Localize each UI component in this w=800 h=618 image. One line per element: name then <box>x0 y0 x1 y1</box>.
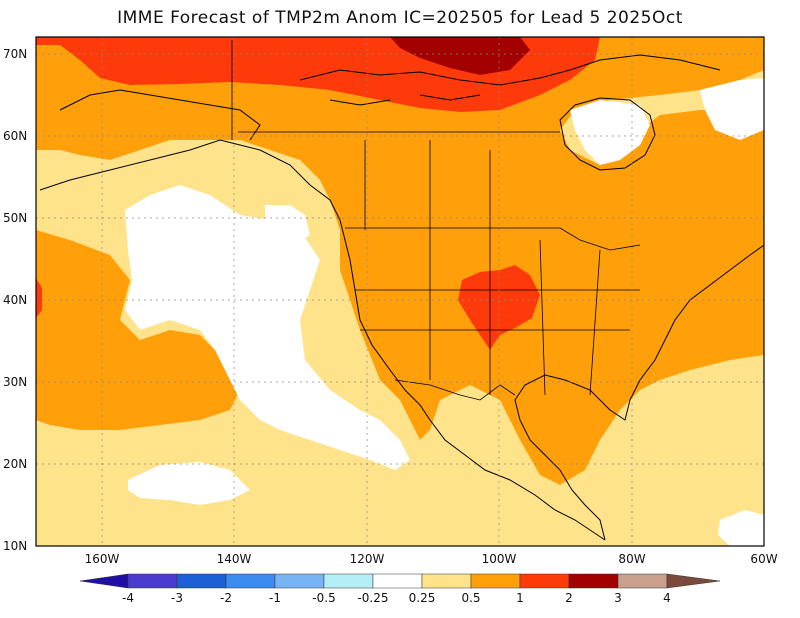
boundaries <box>231 40 641 401</box>
anomaly-area-white-alaska-gulf <box>265 205 310 245</box>
anomaly-area-orange-pacific <box>36 230 240 430</box>
lat-tick-label: 40N <box>3 293 28 307</box>
anomaly-area-red-west <box>36 278 42 318</box>
colorbar-label: 3 <box>614 591 622 605</box>
colorbar-label: 0.5 <box>461 591 481 605</box>
anomaly-area-white-pacific <box>125 185 410 470</box>
colorbar-label: 2 <box>565 591 573 605</box>
lat-tick-label: 10N <box>3 539 28 553</box>
colorbar-label: -2 <box>220 591 232 605</box>
lat-tick-label: 50N <box>3 211 28 225</box>
anomaly-area-white-southwest <box>128 462 250 505</box>
colorbar-label: -4 <box>122 591 134 605</box>
anomaly-area-white-north-atlantic <box>700 78 764 140</box>
map-frame <box>35 36 765 547</box>
anomaly-area-white-hudson <box>570 100 650 165</box>
colorbar-box <box>127 573 178 589</box>
colorbar-box <box>568 573 619 589</box>
anomaly-area-orange-north <box>36 37 764 485</box>
colorbar-box <box>372 573 423 589</box>
anomaly-area-white-caribbean <box>718 510 764 546</box>
colorbar-box <box>470 573 521 589</box>
gridlines <box>36 37 764 546</box>
colorbar-box <box>421 573 472 589</box>
arctic-islands <box>299 54 721 106</box>
colorbar-box <box>176 573 227 589</box>
colorbar-label: 0.25 <box>408 591 436 605</box>
colorbar-left-arrow <box>79 573 129 589</box>
lon-tick-label: 140W <box>216 552 252 566</box>
colorbar-box <box>519 573 570 589</box>
lat-tick-label: 20N <box>3 457 28 471</box>
lon-tick-label: 80W <box>618 552 646 566</box>
hudson-bay-coast <box>559 97 656 171</box>
map-title: IMME Forecast of TMP2m Anom IC=202505 fo… <box>117 8 683 28</box>
lat-tick-label: 60N <box>3 129 28 143</box>
lon-tick-label: 60W <box>750 552 778 566</box>
lat-tick-label: 30N <box>3 375 28 389</box>
colorbar-label: -0.5 <box>312 591 336 605</box>
colorbar-label: 1 <box>516 591 524 605</box>
colorbar-right-arrow <box>666 573 721 589</box>
lat-tick-label: 70N <box>3 47 28 61</box>
colorbar-label: -0.25 <box>357 591 389 605</box>
lon-tick-label: 100W <box>481 552 517 566</box>
anomaly-area-orange-southeast <box>600 300 764 390</box>
colorbar-box <box>617 573 668 589</box>
colorbar-label: -3 <box>171 591 183 605</box>
colorbar-box <box>225 573 276 589</box>
lon-tick-label: 160W <box>84 552 120 566</box>
anomaly-area-darkred <box>390 37 530 75</box>
colorbar-box <box>274 573 325 589</box>
colorbar-box <box>323 573 374 589</box>
colorbar-label: -1 <box>269 591 281 605</box>
lon-tick-label: 120W <box>349 552 385 566</box>
colorbar-label: 4 <box>663 591 671 605</box>
